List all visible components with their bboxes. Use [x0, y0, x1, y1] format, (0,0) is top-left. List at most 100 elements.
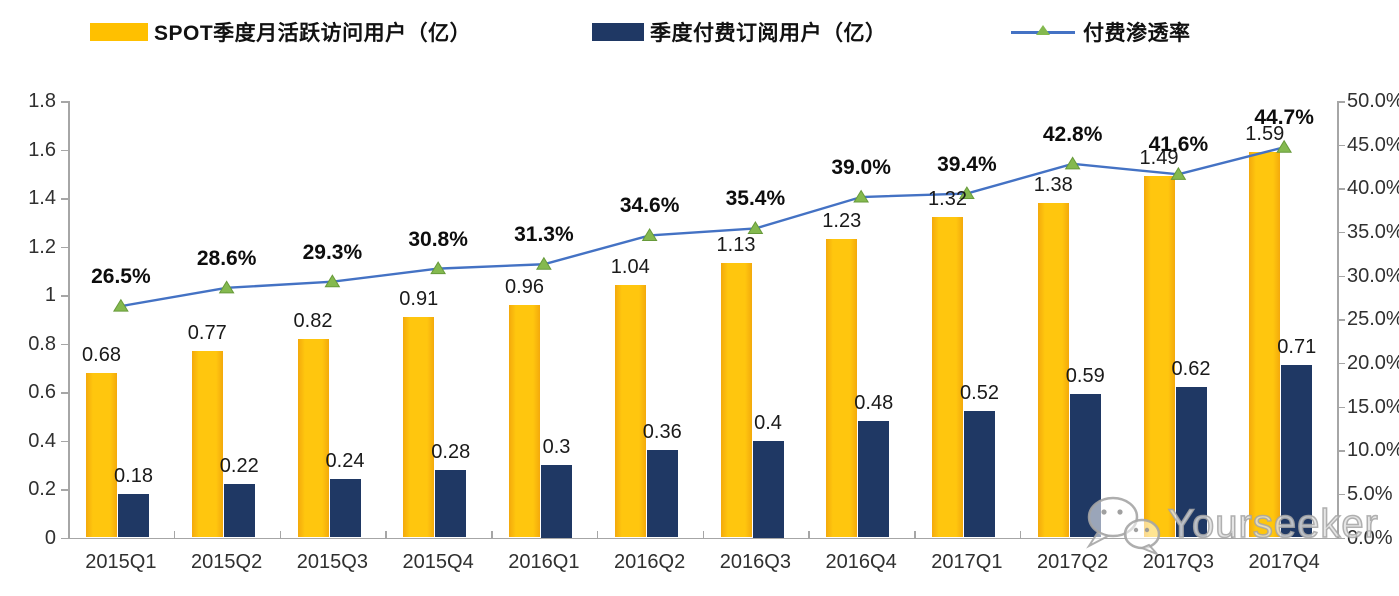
x-axis-spine	[66, 537, 1345, 539]
y-axis-left-label: 0.6	[28, 381, 56, 403]
paid-bar-label: 0.52	[960, 382, 999, 405]
penetration-label: 26.5%	[91, 265, 151, 289]
mau-bar-label: 1.38	[1033, 173, 1073, 196]
mau-bar	[403, 316, 435, 538]
penetration-label: 42.8%	[1042, 122, 1103, 146]
penetration-legend-label: 付费渗透率	[1083, 22, 1191, 45]
x-axis-tick	[279, 530, 281, 539]
paid-bar	[646, 450, 678, 538]
y-axis-left-label: 0.4	[28, 429, 56, 452]
x-axis-label: 2015Q2	[191, 551, 263, 573]
y-axis-left-label: 1.6	[28, 138, 56, 161]
triangle-marker-icon	[641, 227, 658, 241]
y-axis-right-tick	[1338, 406, 1345, 409]
mau-bar-label: 0.77	[187, 321, 227, 344]
mau-bar-label: 1.23	[822, 210, 862, 233]
triangle-marker-icon	[324, 274, 341, 288]
x-axis-tick	[808, 530, 810, 539]
penetration-label: 28.6%	[196, 246, 257, 270]
y-axis-left-tick	[61, 198, 68, 200]
x-axis-label: 2017Q1	[931, 551, 1003, 573]
y-axis-left-tick	[61, 537, 68, 539]
x-axis-tick	[596, 530, 599, 539]
legend-item-mau: SPOT季度月活跃访问用户（亿）	[90, 18, 471, 46]
y-axis-right-tick	[1338, 231, 1345, 234]
y-axis-left-label: 0.2	[28, 478, 56, 500]
watermark-text: Yourseeker	[1167, 501, 1379, 547]
y-axis-left-label: 1.4	[28, 187, 56, 209]
x-axis-tick	[385, 530, 387, 539]
x-axis-tick	[491, 530, 493, 539]
triangle-marker-icon	[853, 189, 870, 203]
paid-bar	[118, 493, 149, 538]
paid-bar	[223, 484, 255, 538]
y-axis-right-tick	[1338, 537, 1345, 539]
y-axis-right-label: 30.0%	[1347, 264, 1399, 287]
y-axis-right-tick	[1338, 493, 1345, 496]
y-axis-right-tick	[1338, 362, 1345, 365]
mau-bar	[509, 304, 540, 538]
y-axis-right-label: 5.0%	[1347, 482, 1393, 505]
paid-bar-label: 0.48	[854, 392, 894, 415]
mau-legend-label: SPOT季度月活跃访问用户（亿）	[154, 22, 472, 45]
paid-bar-label: 0.62	[1171, 358, 1211, 381]
x-axis-tick	[173, 530, 176, 539]
triangle-marker-icon	[218, 280, 235, 294]
paid-bar-label: 0.36	[642, 421, 682, 444]
penetration-label: 29.3%	[302, 240, 363, 264]
penetration-label: 39.0%	[831, 156, 891, 180]
triangle-marker-icon	[1064, 156, 1081, 170]
triangle-marker-icon	[112, 298, 129, 312]
y-axis-left-label: 1.2	[28, 235, 56, 258]
legend-item-penetration: 付费渗透率	[1011, 18, 1191, 46]
y-axis-right-label: 15.0%	[1347, 395, 1399, 418]
mau-bar-label: 1.32	[928, 188, 967, 211]
penetration-label: 34.6%	[619, 194, 680, 218]
y-axis-left-spine	[68, 101, 70, 538]
x-axis-tick	[1231, 530, 1233, 539]
y-axis-left-tick	[61, 392, 68, 394]
paid-legend-swatch	[592, 23, 644, 41]
mau-bar-label: 0.91	[399, 287, 439, 310]
mau-bar-label: 0.82	[293, 309, 333, 332]
mau-bar	[86, 372, 117, 538]
x-axis-tick	[68, 530, 70, 539]
y-axis-right-label: 35.0%	[1347, 220, 1399, 243]
mau-bar	[614, 285, 646, 538]
mau-bar-label: 1.04	[610, 256, 650, 279]
x-axis-label: 2015Q4	[402, 551, 474, 573]
mau-bar	[191, 350, 223, 538]
paid-bar-label: 0.28	[431, 440, 471, 463]
y-axis-right-label: 40.0%	[1347, 177, 1399, 200]
paid-bar-label: 0.71	[1277, 336, 1317, 359]
mau-bar	[720, 263, 752, 538]
y-axis-right-tick	[1338, 450, 1345, 452]
y-axis-right-label: 20.0%	[1347, 351, 1399, 374]
x-axis-label: 2015Q3	[296, 551, 368, 573]
x-axis-tick	[1019, 530, 1022, 539]
mau-bar	[297, 338, 329, 538]
paid-legend-label: 季度付费订阅用户（亿）	[650, 22, 887, 45]
mau-bar-label: 0.96	[505, 275, 544, 298]
x-axis-tick	[702, 530, 704, 539]
y-axis-right-label: 10.0%	[1347, 439, 1399, 462]
penetration-label: 30.8%	[408, 227, 468, 251]
penetration-label: 44.7%	[1254, 106, 1314, 130]
triangle-marker-icon	[747, 220, 764, 234]
y-axis-right-tick	[1338, 188, 1345, 190]
paid-bar	[541, 464, 572, 538]
x-axis-label: 2016Q3	[719, 551, 791, 573]
wechat-icon	[1086, 496, 1161, 555]
y-axis-right-label: 50.0%	[1347, 90, 1399, 112]
y-axis-left-tick	[61, 343, 68, 345]
paid-bar	[752, 440, 784, 538]
y-axis-right-label: 45.0%	[1347, 133, 1399, 156]
triangle-marker-icon	[430, 261, 447, 275]
paid-bar-label: 0.4	[754, 411, 782, 434]
x-axis-label: 2017Q4	[1248, 551, 1320, 573]
x-axis-label: 2016Q1	[508, 551, 580, 573]
y-axis-left-label: 1	[44, 284, 56, 306]
paid-bar	[435, 469, 467, 538]
paid-bar	[329, 479, 361, 538]
triangle-marker-icon	[535, 256, 552, 270]
